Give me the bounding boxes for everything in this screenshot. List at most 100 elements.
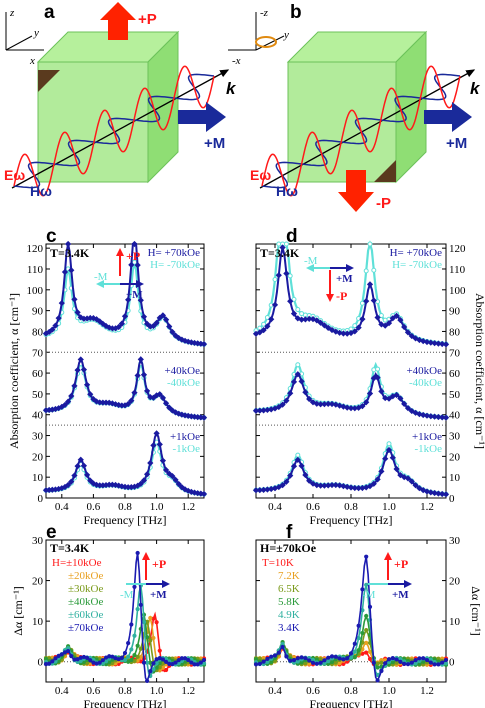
series-legend-4: 4.9K (278, 609, 300, 621)
field-label-dark: +1kOe (170, 431, 200, 443)
dark-marker (153, 319, 160, 326)
delta-marker (428, 657, 433, 662)
delta-marker (81, 654, 87, 660)
dark-marker (125, 484, 132, 491)
delta-marker (375, 678, 380, 683)
M-pos-label: +M (126, 289, 143, 301)
dark-marker (359, 403, 366, 410)
field-label-cyan: -1kOe (173, 443, 201, 455)
delta-marker (116, 657, 121, 662)
dark-marker (363, 399, 370, 406)
E-field-wave (13, 65, 215, 197)
dark-marker (302, 316, 309, 323)
x-tick-label: 0.8 (118, 501, 132, 513)
dark-marker (442, 341, 450, 348)
delta-marker (103, 659, 109, 664)
axis-x-b: -x (232, 55, 241, 67)
cyan-marker (367, 241, 373, 247)
dark-marker (317, 482, 324, 489)
delta-marker (284, 654, 289, 659)
dark-marker (317, 401, 324, 408)
delta-marker (50, 659, 55, 664)
dark-marker (290, 310, 298, 317)
delta-marker (182, 656, 188, 661)
delta-marker (110, 654, 115, 659)
y-tick-label: 30 (449, 431, 461, 443)
delta-marker (318, 657, 323, 662)
y-tick-label: 0 (38, 493, 44, 505)
delta-marker (367, 656, 373, 662)
delta-marker (364, 650, 369, 655)
delta-marker (151, 667, 156, 672)
dark-marker (279, 244, 286, 251)
M-pos-head (136, 280, 144, 288)
M-pos-head (346, 264, 354, 272)
delta-marker (310, 660, 316, 665)
delta-marker (138, 654, 143, 659)
dark-marker (423, 338, 431, 346)
panel-label-b: b (290, 2, 302, 23)
delta-marker (364, 582, 369, 587)
series-legend-4: ±60kOe (68, 609, 103, 621)
delta-marker (157, 661, 162, 666)
dark-marker (298, 462, 305, 470)
dark-marker (283, 478, 290, 485)
dark-marker (321, 482, 328, 489)
delta-marker (132, 652, 137, 658)
dark-marker (317, 319, 324, 326)
dark-marker (363, 298, 370, 305)
y-tick-label: 60 (449, 368, 461, 380)
delta-marker (78, 658, 83, 664)
delta-marker (145, 660, 150, 665)
x-tick-label: 0.4 (55, 685, 69, 697)
dark-marker (374, 374, 381, 381)
dark-marker (275, 272, 282, 279)
dark-marker (423, 412, 431, 419)
field-label-dark: +40kOe (406, 365, 442, 377)
M-label-a: +M (204, 135, 225, 152)
dark-marker (336, 329, 343, 336)
delta-marker (97, 657, 102, 662)
delta-marker (299, 655, 304, 660)
y-axis-label: Absorption coefficient, α [cm⁻¹] (7, 293, 21, 449)
delta-marker (291, 658, 297, 663)
delta-marker (173, 660, 178, 665)
M-label-b: +M (446, 135, 467, 152)
delta-marker (154, 661, 159, 666)
P-arrowhead (326, 294, 334, 302)
delta-marker (154, 657, 159, 662)
y-tick-label: 10 (32, 616, 44, 628)
delta-marker (348, 651, 354, 656)
delta-marker (280, 644, 285, 650)
delta-marker (176, 661, 181, 666)
delta-marker (303, 656, 308, 661)
delta-marker (307, 661, 312, 666)
dark-marker (279, 401, 286, 408)
field-label-cyan: -40kOe (167, 377, 200, 389)
delta-marker (148, 669, 153, 674)
dark-marker (140, 371, 148, 378)
delta-marker (151, 661, 156, 666)
delta-marker (356, 623, 361, 628)
E-label-b: Eω (250, 167, 271, 183)
y-tick-label: 120 (449, 243, 466, 255)
dark-marker (313, 481, 320, 489)
dark-marker (306, 315, 313, 323)
y-tick-label: 20 (449, 451, 461, 463)
delta-marker (154, 620, 159, 625)
cyan-marker (378, 313, 384, 319)
wave-b (261, 65, 461, 197)
crystal-corner-b (374, 160, 396, 182)
delta-marker (160, 657, 166, 662)
delta-marker (436, 662, 441, 667)
delta-marker (81, 660, 87, 665)
delta-marker (295, 659, 300, 664)
dark-marker (137, 356, 144, 363)
delta-marker (135, 643, 140, 648)
delta-marker (157, 656, 162, 661)
y-tick-label: 70 (32, 347, 44, 359)
dark-marker (382, 322, 389, 329)
dark-marker (351, 328, 358, 335)
delta-marker (364, 628, 369, 633)
delta-marker (337, 661, 342, 666)
